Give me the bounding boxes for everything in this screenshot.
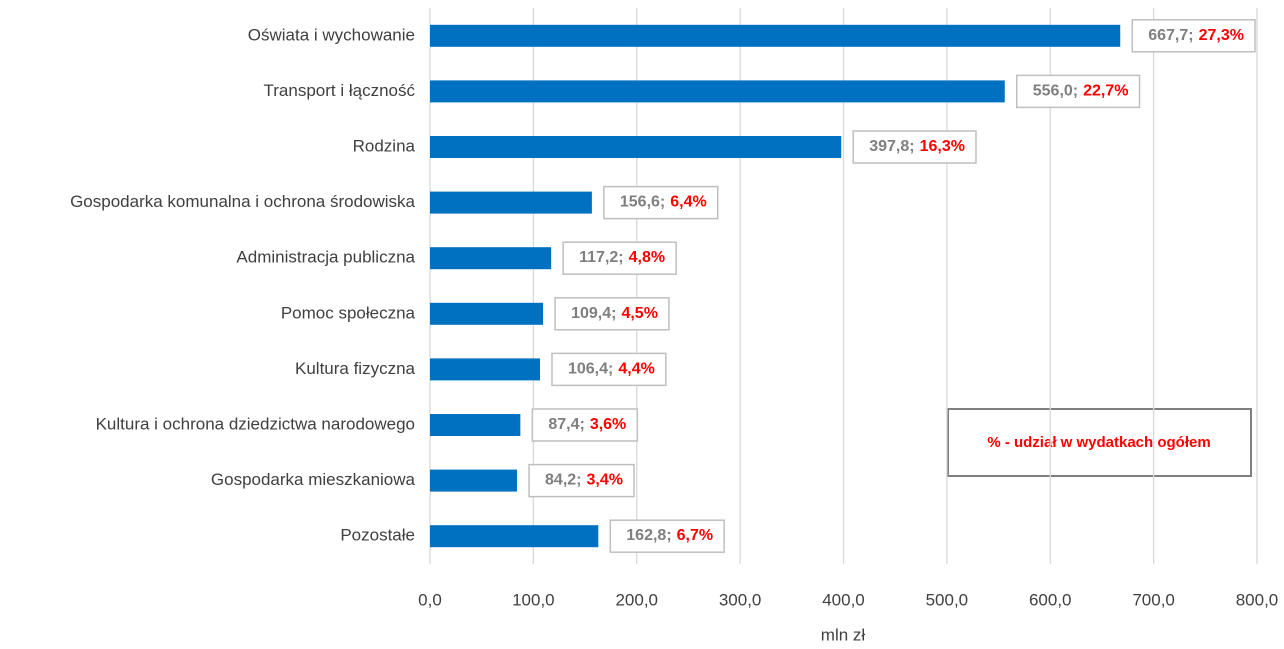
x-tick-label: 800,0 <box>1236 590 1279 609</box>
data-label-box <box>852 130 977 164</box>
data-label: 667,7; 27,3% <box>1131 19 1256 53</box>
bar <box>430 136 842 158</box>
value-label: 397,8 <box>869 138 909 155</box>
data-label-text: 109,4; 4,5% <box>571 305 658 322</box>
x-tick-label: 100,0 <box>512 590 555 609</box>
data-label-box <box>1016 74 1141 109</box>
y-tick-label: Kultura i ochrona dziedzictwa narodowego <box>96 414 415 433</box>
value-label: 162,8 <box>626 527 666 544</box>
label-separator: ; <box>576 472 581 489</box>
data-label: 84,2; 3,4% <box>528 463 635 498</box>
label-separator: ; <box>611 305 616 322</box>
share-label: 3,6% <box>590 416 626 433</box>
data-label-text: 117,2; 4,8% <box>579 249 665 266</box>
x-tick-label: 400,0 <box>822 590 865 609</box>
bar <box>430 469 518 492</box>
bar <box>430 302 544 325</box>
bar <box>430 414 521 436</box>
legend-box <box>947 408 1252 477</box>
data-label-box <box>1131 19 1256 53</box>
data-label-text: 87,4; 3,6% <box>548 416 626 433</box>
data-label: 117,2; 4,8% <box>562 241 677 275</box>
data-label-text: 556,0; 22,7% <box>1033 83 1129 100</box>
data-label-text: 667,7; 27,3% <box>1148 27 1244 44</box>
label-separator: ; <box>1188 27 1193 44</box>
value-label: 87,4 <box>548 416 579 433</box>
bar <box>430 358 540 381</box>
share-label: 4,8% <box>629 249 665 266</box>
label-separator: ; <box>660 194 665 211</box>
share-label: 22,7% <box>1083 83 1128 100</box>
y-tick-label: Administracja publiczna <box>236 248 415 267</box>
data-label: 87,4; 3,6% <box>531 408 639 442</box>
share-label: 27,3% <box>1199 27 1244 44</box>
value-label: 156,6 <box>620 194 660 211</box>
y-tick-label: Transport i łączność <box>264 81 416 100</box>
share-label: 6,7% <box>677 527 713 544</box>
value-label: 109,4 <box>571 305 611 322</box>
label-separator: ; <box>608 361 613 378</box>
label-separator: ; <box>618 249 623 266</box>
x-tick-label: 700,0 <box>1132 590 1175 609</box>
y-tick-label: Gospodarka mieszkaniowa <box>211 470 416 489</box>
label-separator: ; <box>579 416 584 433</box>
value-label: 667,7 <box>1148 27 1188 44</box>
value-label: 106,4 <box>568 361 608 378</box>
data-label-text: 156,6; 6,4% <box>620 194 707 211</box>
data-label: 162,8; 6,7% <box>609 519 725 553</box>
data-label-text: 84,2; 3,4% <box>545 472 623 489</box>
y-tick-label: Pozostałe <box>340 526 415 545</box>
label-separator: ; <box>666 527 671 544</box>
data-label-text: 106,4; 4,4% <box>568 361 655 378</box>
y-tick-label: Oświata i wychowanie <box>248 25 415 44</box>
data-label: 106,4; 4,4% <box>551 352 667 387</box>
x-tick-label: 200,0 <box>615 590 658 609</box>
data-label-box <box>562 241 677 275</box>
data-label-box <box>603 185 719 220</box>
x-tick-label: 600,0 <box>1029 590 1072 609</box>
data-label-box <box>528 463 635 498</box>
data-label-box <box>554 297 670 331</box>
y-tick-label: Kultura fizyczna <box>295 359 416 378</box>
x-tick-label: 500,0 <box>926 590 969 609</box>
share-label: 16,3% <box>920 138 965 155</box>
value-label: 117,2 <box>579 249 618 266</box>
bar <box>430 247 552 270</box>
value-label: 84,2 <box>545 472 576 489</box>
annotation: % - udział w wydatkach ogółem <box>987 434 1210 451</box>
data-label-text: 397,8; 16,3% <box>869 138 965 155</box>
bar <box>430 191 592 214</box>
data-label: 397,8; 16,3% <box>852 130 977 164</box>
share-label: 4,4% <box>618 361 654 378</box>
share-label: 6,4% <box>670 194 706 211</box>
share-label: 3,4% <box>587 472 623 489</box>
x-axis-title: mln zł <box>821 625 866 644</box>
data-label: 556,0; 22,7% <box>1016 74 1141 109</box>
label-separator: ; <box>909 138 914 155</box>
value-label: 556,0 <box>1033 83 1073 100</box>
bar <box>430 525 599 548</box>
x-tick-label: 0,0 <box>418 590 442 609</box>
y-tick-label: Rodzina <box>353 136 416 155</box>
y-tick-label: Gospodarka komunalna i ochrona środowisk… <box>70 192 415 211</box>
y-tick-label: Pomoc społeczna <box>281 303 416 322</box>
data-label: 156,6; 6,4% <box>603 185 719 220</box>
bar <box>430 24 1121 47</box>
data-label-text: 162,8; 6,7% <box>626 527 713 544</box>
share-label: 4,5% <box>621 305 657 322</box>
data-label-box <box>551 352 667 387</box>
data-label-box <box>531 408 639 442</box>
label-separator: ; <box>1073 83 1078 100</box>
data-label: 109,4; 4,5% <box>554 297 670 331</box>
bar <box>430 80 1005 103</box>
data-label-box <box>609 519 725 553</box>
x-tick-label: 300,0 <box>719 590 762 609</box>
